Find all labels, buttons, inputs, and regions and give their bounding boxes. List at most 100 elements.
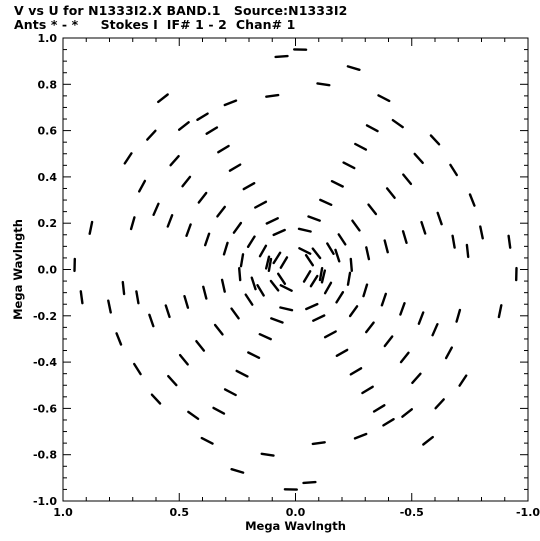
uv-point [166, 214, 174, 228]
uv-point [279, 306, 294, 312]
plot-frame [62, 37, 529, 502]
uv-point [297, 227, 312, 233]
y-tick-label: 0.2 [38, 217, 58, 230]
uv-point [247, 351, 261, 359]
uv-point [250, 276, 257, 291]
uv-point [361, 385, 374, 395]
uv-point [465, 243, 470, 259]
uv-point [323, 281, 333, 295]
uv-point [365, 124, 379, 133]
uv-point [417, 311, 425, 325]
uv-point [337, 233, 347, 246]
uv-point [354, 142, 368, 151]
uv-point [178, 353, 189, 366]
uv-point [497, 304, 503, 319]
uv-point [434, 398, 445, 410]
uv-point [391, 118, 404, 129]
uv-point [272, 228, 286, 237]
x-tick-label: 0.0 [286, 506, 306, 519]
uv-point [237, 267, 242, 282]
tick-labels: 1.0 0.5 0.0 -0.5 -1.0 -1.0 -0.8 -0.6 -0.4 -0.2 0.0… [33, 32, 540, 519]
uv-point [326, 242, 335, 256]
uv-point [107, 299, 112, 314]
y-tick-label: 0.6 [38, 125, 58, 138]
uv-point [401, 408, 413, 418]
uv-point [258, 244, 268, 258]
uv-point [246, 235, 256, 249]
uv-point [365, 321, 375, 334]
uv-point [242, 181, 256, 191]
y-tick-label: -0.2 [33, 310, 57, 323]
uv-point [254, 200, 268, 209]
uv-point [132, 362, 142, 376]
uv-point [346, 271, 352, 286]
uv-point [217, 144, 230, 154]
uv-point [479, 225, 484, 240]
uv-point [312, 314, 326, 322]
uv-point [205, 126, 219, 135]
uv-point [197, 191, 208, 204]
plot-title: V vs U for N1333I2.X BAND.1 Source:N1333… [14, 3, 348, 18]
uv-point [279, 284, 293, 292]
uv-point [121, 280, 126, 296]
uv-point [342, 161, 356, 170]
uv-point [265, 255, 271, 270]
x-tick-label: -1.0 [516, 506, 540, 519]
uv-point [380, 292, 387, 307]
y-tick-label: 0.0 [38, 264, 58, 277]
uv-point [187, 410, 200, 420]
uv-point [401, 230, 408, 245]
uv-point [335, 291, 345, 304]
uv-point [436, 211, 443, 226]
y-tick-label: -0.6 [33, 402, 57, 415]
uv-point [367, 203, 378, 216]
uv-point [455, 308, 462, 323]
axis-ticks [62, 37, 529, 502]
uv-point [298, 247, 312, 255]
uv-point [88, 220, 94, 235]
uv-point [431, 323, 439, 337]
uv-point [239, 253, 245, 268]
uv-point [203, 232, 211, 247]
uv-point [362, 283, 369, 298]
uv-points [73, 48, 518, 491]
uv-point [302, 270, 312, 283]
uv-point [399, 302, 406, 316]
uv-point [150, 393, 162, 405]
uv-point [156, 93, 169, 104]
uv-point [420, 220, 427, 235]
y-tick-label: 0.4 [38, 171, 58, 184]
uv-point [309, 274, 319, 288]
uv-point [383, 335, 394, 348]
uv-point [195, 340, 206, 352]
uv-point [258, 333, 272, 341]
uv-point [260, 452, 275, 457]
uv-point [220, 278, 226, 293]
uv-point [177, 121, 190, 131]
uv-point [272, 251, 282, 265]
y-tick-label: -0.4 [33, 356, 57, 369]
uv-point [383, 239, 389, 254]
uv-point [223, 99, 238, 107]
uv-point [305, 302, 319, 311]
uv-point [202, 285, 208, 300]
uv-point [267, 257, 273, 272]
uv-point [348, 305, 359, 318]
uv-point [169, 154, 180, 167]
uv-point [216, 205, 227, 218]
uv-point [349, 257, 353, 272]
y-axis-label: Mega Wavlngth [11, 219, 25, 320]
uv-point [320, 269, 326, 284]
x-axis-label: Mega Wavlngth [245, 519, 346, 533]
uv-point [304, 253, 314, 267]
uv-point [115, 332, 123, 346]
uv-point [449, 163, 458, 177]
uv-point [230, 307, 240, 320]
uv-point [402, 173, 413, 186]
uv-point [123, 152, 133, 165]
uv-point [181, 175, 192, 188]
uv-point [346, 65, 361, 72]
uv-point [353, 432, 368, 440]
uv-point [372, 404, 386, 413]
